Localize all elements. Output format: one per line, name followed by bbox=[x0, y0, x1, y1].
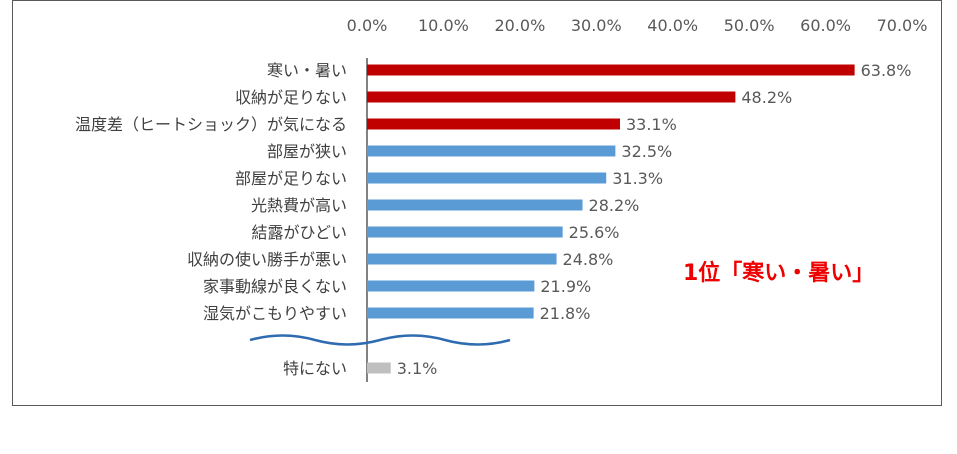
value-label: 21.9% bbox=[540, 277, 591, 296]
chart-frame bbox=[12, 0, 942, 406]
bar bbox=[367, 362, 391, 374]
bar bbox=[367, 199, 583, 211]
bar bbox=[367, 253, 557, 265]
category-label: 収納が足りない bbox=[235, 88, 347, 107]
value-label: 33.1% bbox=[626, 115, 677, 134]
category-label: 特にない bbox=[283, 359, 347, 378]
x-tick-label: 70.0% bbox=[877, 16, 928, 35]
category-label: 部屋が足りない bbox=[235, 169, 347, 188]
x-tick-label: 0.0% bbox=[347, 16, 388, 35]
category-label: 部屋が狭い bbox=[267, 142, 347, 161]
bar bbox=[367, 91, 736, 103]
category-label: 収納の使い勝手が悪い bbox=[187, 250, 347, 269]
bar bbox=[367, 145, 616, 157]
axis-break-wave bbox=[249, 334, 511, 346]
value-label: 28.2% bbox=[589, 196, 640, 215]
value-label: 31.3% bbox=[612, 169, 663, 188]
bar bbox=[367, 64, 855, 76]
bar bbox=[367, 226, 563, 238]
value-label: 3.1% bbox=[397, 359, 438, 378]
category-label: 家事動線が良くない bbox=[203, 277, 347, 296]
x-tick-label: 40.0% bbox=[647, 16, 698, 35]
bar bbox=[367, 280, 535, 292]
category-label: 結露がひどい bbox=[251, 223, 347, 242]
category-label: 光熱費が高い bbox=[251, 196, 347, 215]
x-tick-label: 10.0% bbox=[418, 16, 469, 35]
category-label: 温度差（ヒートショック）が気になる bbox=[75, 115, 347, 134]
bar bbox=[367, 172, 607, 184]
x-tick-label: 20.0% bbox=[494, 16, 545, 35]
x-tick-label: 30.0% bbox=[571, 16, 622, 35]
bar bbox=[367, 307, 534, 319]
value-label: 32.5% bbox=[621, 142, 672, 161]
x-tick-label: 50.0% bbox=[724, 16, 775, 35]
value-label: 48.2% bbox=[741, 88, 792, 107]
callout-annotation: 1位「寒い・暑い」 bbox=[683, 260, 874, 286]
x-tick-label: 60.0% bbox=[800, 16, 851, 35]
value-label: 25.6% bbox=[569, 223, 620, 242]
category-label: 湿気がこもりやすい bbox=[203, 304, 347, 323]
value-label: 24.8% bbox=[563, 250, 614, 269]
value-label: 63.8% bbox=[861, 61, 912, 80]
category-label: 寒い・暑い bbox=[267, 61, 347, 80]
bar bbox=[367, 118, 620, 130]
value-label: 21.8% bbox=[540, 304, 591, 323]
